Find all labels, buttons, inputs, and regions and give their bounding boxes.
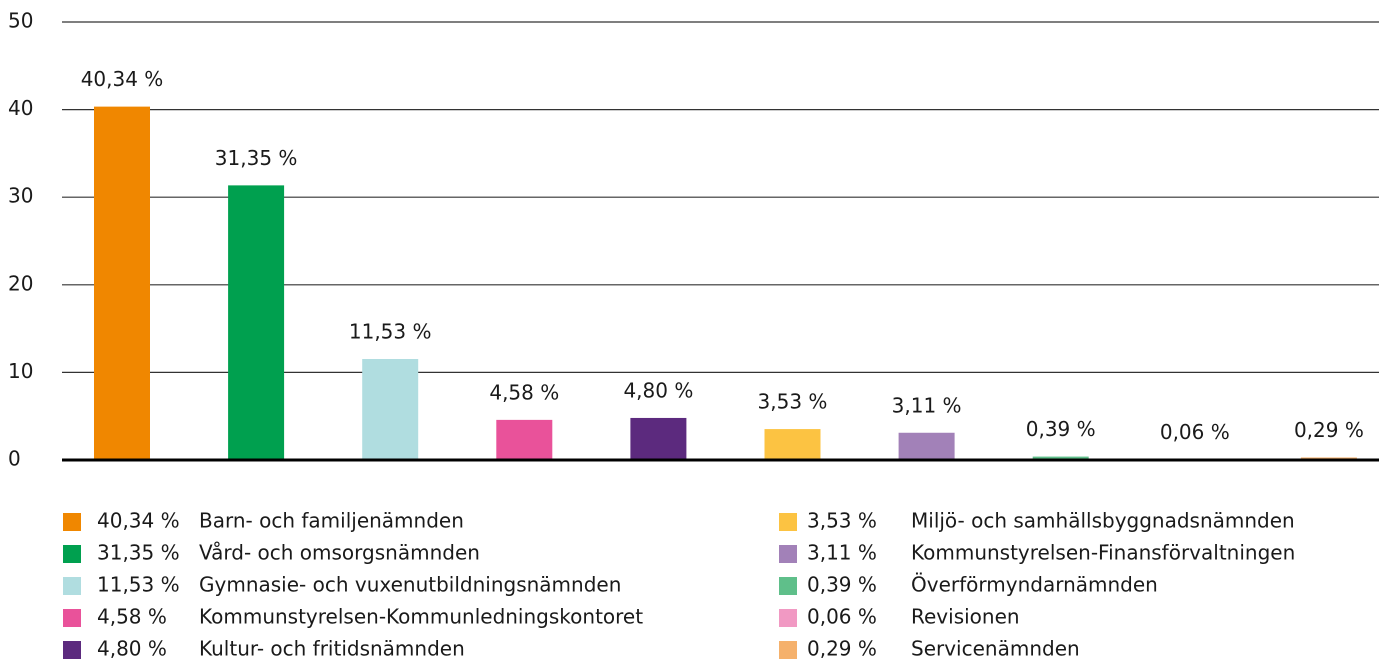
legend-swatch <box>779 641 797 659</box>
legend-swatch <box>63 513 81 531</box>
legend-label: Överförmyndarnämnden <box>911 573 1158 597</box>
value-label: 0,06 % <box>1160 420 1230 444</box>
value-label: 11,53 % <box>349 319 432 343</box>
bar <box>228 185 285 460</box>
bar <box>496 419 553 460</box>
legend-label: Vård- och omsorgsnämnden <box>199 541 480 565</box>
legend-label: Barn- och familjenämnden <box>199 509 464 533</box>
legend-swatch <box>779 577 797 595</box>
legend-label: Servicenämnden <box>911 637 1080 661</box>
legend-label: Gymnasie- och vuxenutbildningsnämnden <box>199 573 621 597</box>
value-label: 0,29 % <box>1294 418 1364 442</box>
legend-value: 11,53 % <box>97 573 180 597</box>
y-tick-label: 30 <box>8 184 33 208</box>
legend-value: 3,53 % <box>807 509 877 533</box>
value-label: 40,34 % <box>81 67 164 91</box>
value-label: 4,58 % <box>489 380 559 404</box>
legend-swatch <box>63 641 81 659</box>
legend-value: 0,29 % <box>807 637 877 661</box>
legend-swatch <box>779 545 797 563</box>
legend-value: 4,80 % <box>97 637 167 661</box>
bar <box>630 417 687 460</box>
value-label: 4,80 % <box>623 378 693 402</box>
value-label: 31,35 % <box>215 146 298 170</box>
y-tick-label: 50 <box>8 9 33 33</box>
value-label: 0,39 % <box>1026 417 1096 441</box>
legend-value: 3,11 % <box>807 541 877 565</box>
legend-value: 31,35 % <box>97 541 180 565</box>
y-tick-label: 0 <box>8 447 21 471</box>
legend-swatch <box>779 609 797 627</box>
legend-label: Kultur- och fritidsnämnden <box>199 637 465 661</box>
y-tick-label: 10 <box>8 359 33 383</box>
legend-swatch <box>63 577 81 595</box>
legend-value: 0,39 % <box>807 573 877 597</box>
legend-label: Kommunstyrelsen-Finansförvaltningen <box>911 541 1295 565</box>
bar <box>362 358 419 460</box>
value-label: 3,53 % <box>758 390 828 414</box>
y-tick-label: 20 <box>8 271 33 295</box>
y-tick-label: 40 <box>8 96 33 120</box>
legend-swatch <box>63 545 81 563</box>
value-label: 3,11 % <box>892 393 962 417</box>
legend-value: 0,06 % <box>807 605 877 629</box>
bar <box>1032 456 1089 460</box>
legend-swatch <box>63 609 81 627</box>
bar <box>898 432 955 460</box>
legend-label: Miljö- och samhällsbyggnadsnämnden <box>911 509 1295 533</box>
bar <box>764 429 821 460</box>
legend-swatch <box>779 513 797 531</box>
legend-value: 4,58 % <box>97 605 167 629</box>
legend-value: 40,34 % <box>97 509 180 533</box>
legend-label: Kommunstyrelsen-Kommunledningskontoret <box>199 605 643 629</box>
bar <box>94 106 150 461</box>
legend-label: Revisionen <box>911 605 1020 629</box>
